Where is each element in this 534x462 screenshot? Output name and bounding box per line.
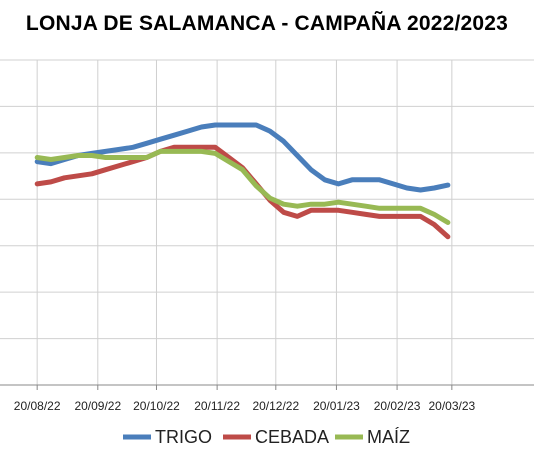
x-tick-label: 20/08/22	[14, 399, 61, 413]
x-tick-label: 20/01/23	[313, 399, 360, 413]
series-line-trigo	[34, 122, 451, 193]
legend-label: CEBADA	[255, 427, 329, 447]
chart-title: LONJA DE SALAMANCA - CAMPAÑA 2022/2023	[25, 12, 509, 35]
x-tick-label: 20/11/22	[194, 399, 240, 413]
series-line-cebada	[34, 144, 451, 240]
x-tick-label: 20/12/22	[252, 399, 299, 413]
x-tick-label: 20/03/23	[428, 399, 475, 413]
series-line-maíz	[34, 148, 451, 225]
x-tick-label: 20/10/22	[133, 399, 180, 413]
legend-label: MAÍZ	[367, 427, 410, 447]
x-tick-label: 20/09/22	[74, 399, 121, 413]
x-tick-label: 20/02/23	[374, 399, 421, 413]
legend-label: TRIGO	[155, 427, 212, 447]
